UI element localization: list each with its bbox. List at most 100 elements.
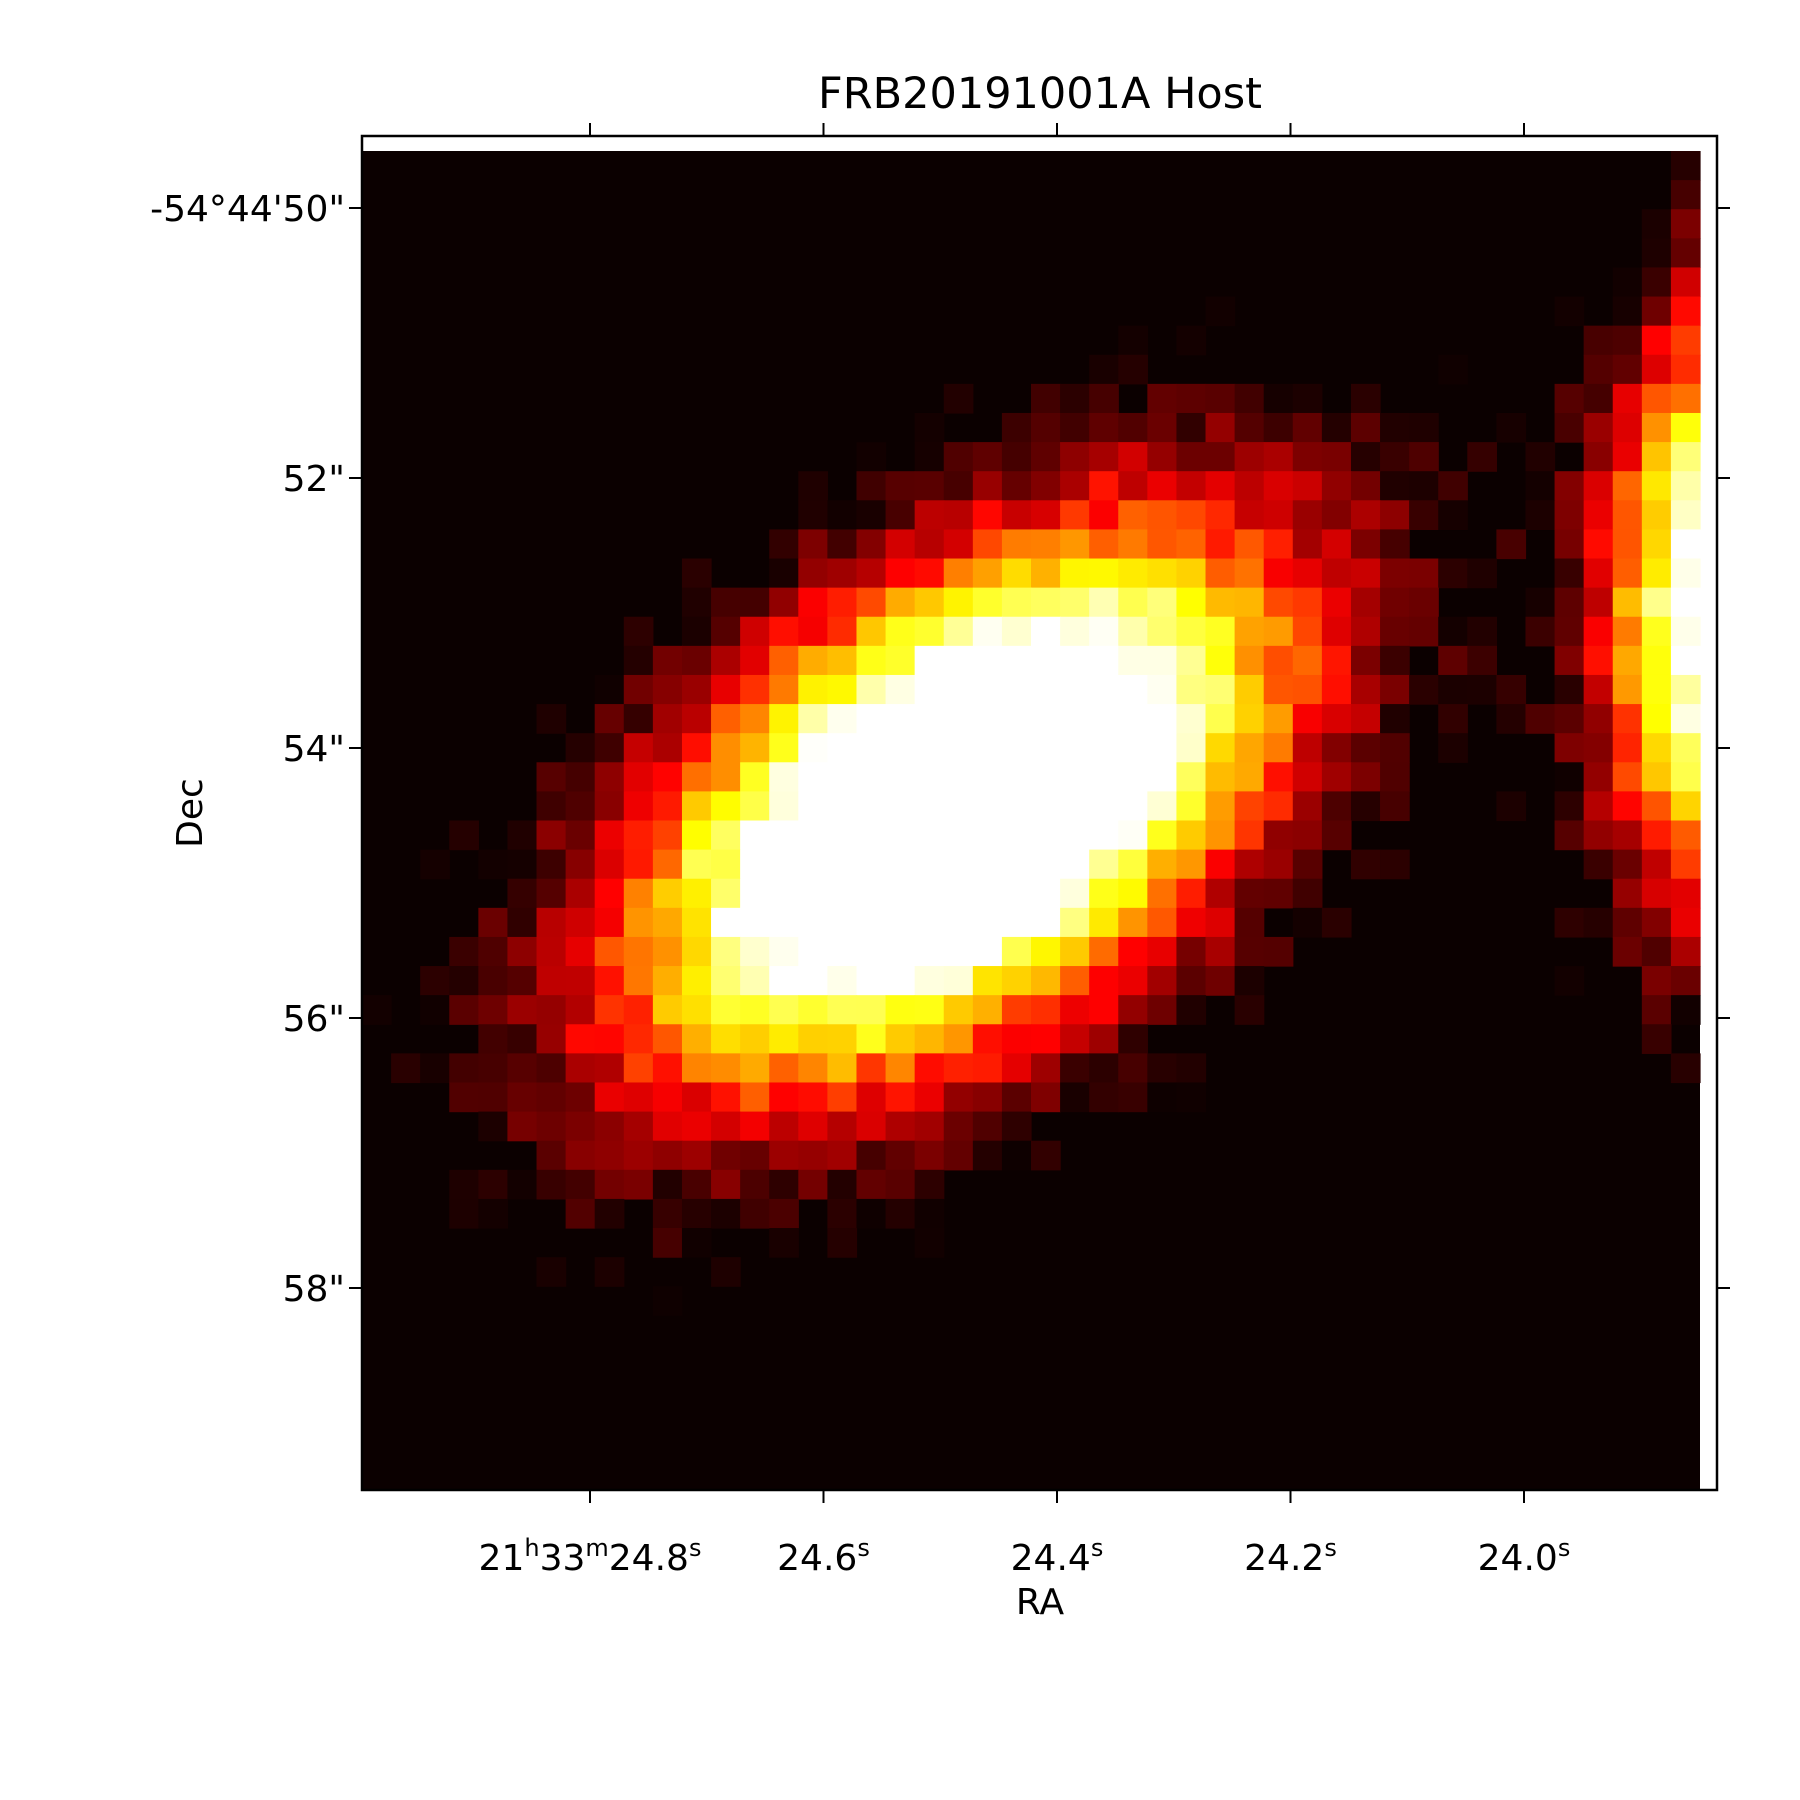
heatmap-cell: [1234, 762, 1265, 792]
heatmap-cell: [594, 966, 625, 996]
heatmap-cell: [1380, 442, 1410, 472]
heatmap-cell: [1118, 325, 1148, 356]
heatmap-cell: [1583, 325, 1614, 356]
heatmap-cell: [1176, 645, 1207, 676]
heatmap-cell: [594, 1140, 625, 1171]
heatmap-cell: [623, 674, 654, 705]
heatmap-cell: [1089, 820, 1119, 851]
heatmap-cell: [914, 1111, 945, 1142]
heatmap-cell: [1089, 733, 1119, 763]
heatmap-cell: [943, 500, 974, 531]
heatmap-cell: [1205, 733, 1236, 763]
heatmap-cell: [914, 674, 945, 705]
heatmap-cell: [1350, 762, 1381, 792]
heatmap-cell: [1001, 762, 1032, 792]
heatmap-cell: [1350, 849, 1381, 880]
heatmap-cell: [1263, 878, 1294, 909]
heatmap-cell: [1060, 529, 1090, 560]
heatmap-cell: [507, 907, 538, 938]
heatmap-cell: [536, 907, 567, 938]
heatmap-cell: [623, 1140, 654, 1171]
heatmap-cell: [1583, 733, 1614, 763]
heatmap-cell: [1001, 791, 1032, 822]
heatmap-cell: [565, 878, 596, 909]
heatmap-cell: [943, 820, 974, 851]
heatmap-cell: [1350, 704, 1381, 734]
heatmap-cell: [1612, 704, 1643, 734]
heatmap-cell: [972, 704, 1003, 734]
heatmap-cell: [478, 995, 509, 1025]
heatmap-cell: [1060, 674, 1090, 705]
heatmap-cell: [449, 1053, 479, 1084]
heatmap-cell: [1234, 907, 1265, 938]
heatmap-cell: [449, 1169, 479, 1200]
heatmap-cell: [1670, 209, 1701, 239]
heatmap-cell: [1380, 645, 1410, 676]
heatmap-cell: [972, 645, 1003, 676]
heatmap-cell: [827, 1111, 858, 1142]
heatmap-cell: [943, 558, 974, 589]
heatmap-cell: [769, 849, 799, 880]
heatmap-cell: [1292, 587, 1323, 618]
heatmap-cell: [652, 1024, 683, 1054]
heatmap-cell: [740, 762, 770, 792]
heatmap-cell: [1060, 442, 1090, 472]
heatmap-cell: [798, 471, 828, 501]
heatmap-cell: [711, 1053, 741, 1084]
heatmap-cell: [594, 1111, 625, 1142]
heatmap-cell: [914, 1053, 945, 1084]
heatmap-cell: [1176, 1082, 1207, 1113]
heatmap-cell: [914, 704, 945, 734]
heatmap-cell: [1641, 1024, 1672, 1054]
heatmap-cell: [1670, 151, 1701, 181]
heatmap-cell: [740, 995, 770, 1025]
heatmap-cell: [711, 995, 741, 1025]
heatmap-cell: [1670, 878, 1701, 909]
heatmap-cell: [1321, 907, 1352, 938]
y-axis-ticks: -54°44'50" 52" 54" 56" 58": [150, 189, 1730, 1310]
heatmap-cell: [1205, 704, 1236, 734]
heatmap-cell: [1147, 616, 1178, 647]
heatmap-cell: [769, 907, 799, 938]
heatmap-cell: [711, 1024, 741, 1054]
heatmap-cell: [536, 1169, 567, 1200]
heatmap-cell: [1263, 529, 1294, 560]
heatmap-cell: [652, 1082, 683, 1113]
heatmap-cell: [798, 587, 828, 618]
heatmap-cell: [1147, 587, 1178, 618]
heatmap-cell: [1525, 587, 1556, 618]
heatmap-cell: [856, 1053, 887, 1084]
heatmap-cell: [711, 587, 741, 618]
heatmap-cell: [1147, 529, 1178, 560]
heatmap-cell: [1031, 412, 1061, 443]
heatmap-cell: [711, 1169, 741, 1200]
heatmap-cell: [536, 1111, 567, 1142]
heatmap-cell: [1205, 558, 1236, 589]
heatmap-cell: [711, 1257, 741, 1287]
heatmap-cell: [1147, 907, 1178, 938]
heatmap-cell: [856, 442, 887, 472]
heatmap-cell: [1234, 383, 1265, 414]
heatmap-cell: [1380, 762, 1410, 792]
heatmap-cell: [1292, 733, 1323, 763]
heatmap-cell: [507, 1169, 538, 1200]
heatmap-cell: [1670, 238, 1701, 269]
heatmap-cell: [1350, 471, 1381, 501]
heatmap-cell: [1350, 791, 1381, 822]
heatmap-cell: [1001, 587, 1032, 618]
heatmap-cell: [1641, 645, 1672, 676]
heatmap-cell: [1554, 587, 1585, 618]
heatmap-cell: [827, 1053, 858, 1084]
heatmap-cell: [1350, 383, 1381, 414]
heatmap-cell: [943, 674, 974, 705]
heatmap-cell: [914, 412, 945, 443]
heatmap-cell: [827, 587, 858, 618]
heatmap-cell: [1234, 878, 1265, 909]
heatmap-cell: [1670, 587, 1701, 618]
heatmap-cell: [1031, 1140, 1061, 1171]
heatmap-cell: [972, 500, 1003, 531]
heatmap-cell: [1060, 762, 1090, 792]
heatmap-cell: [1670, 529, 1701, 560]
heatmap-cell: [1670, 791, 1701, 822]
heatmap-cell: [681, 878, 712, 909]
